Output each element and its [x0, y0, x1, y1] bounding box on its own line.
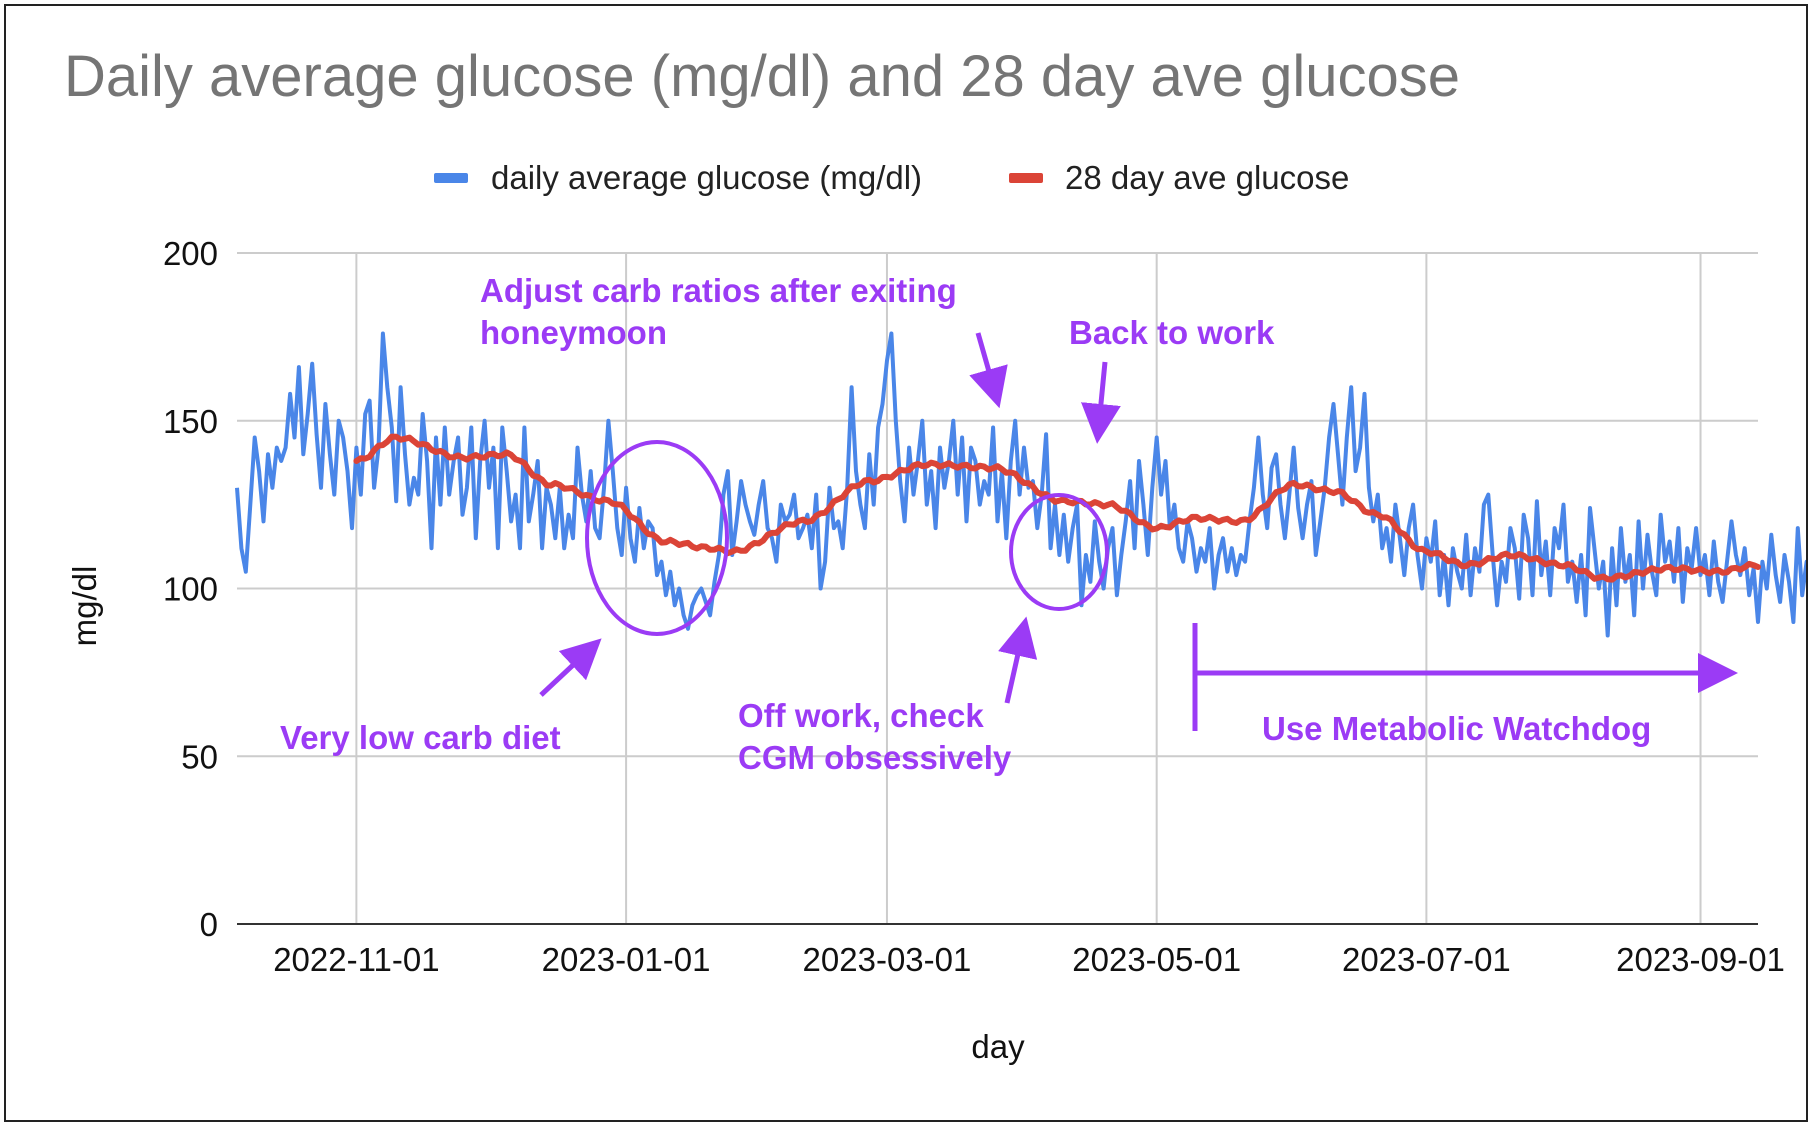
legend-label-daily: daily average glucose (mg/dl) [491, 159, 922, 196]
y-tick-0: 0 [200, 906, 218, 943]
annotation-off-work: Off work, check [738, 697, 984, 734]
y-axis-label: mg/dl [66, 566, 103, 647]
annotation-back-to-work: Back to work [1069, 314, 1275, 351]
x-tick-2023-05-01: 2023-05-01 [1072, 941, 1241, 978]
y-tick-150: 150 [163, 403, 218, 440]
chart-frame: Daily average glucose (mg/dl) and 28 day… [4, 4, 1808, 1122]
y-gridlines [237, 252, 1758, 758]
daily-glucose-line [235, 331, 1806, 638]
arrow-back-to-work [1081, 361, 1121, 444]
circle-low-carb [585, 440, 729, 636]
y-tick-100: 100 [163, 571, 218, 608]
annotation-carb-ratios: Adjust carb ratios after exiting [480, 272, 957, 309]
annotation-watchdog: Use Metabolic Watchdog [1262, 710, 1651, 747]
x-tick-2023-07-01: 2023-07-01 [1342, 941, 1511, 978]
circle-off-work [1009, 493, 1109, 611]
x-tick-2023-09-01: 2023-09-01 [1616, 941, 1785, 978]
rolling-average-line [353, 433, 1761, 583]
annotations: Adjust carb ratios after exiting honeymo… [280, 272, 1738, 776]
arrow-carb-ratios [969, 332, 1008, 409]
annotation-off-work-line2: CGM obsessively [738, 739, 1012, 776]
legend-swatch-daily [434, 173, 468, 183]
y-tick-200: 200 [163, 235, 218, 272]
legend-label-rolling: 28 day ave glucose [1065, 159, 1349, 196]
arrow-off-work [998, 616, 1038, 704]
legend-swatch-rolling [1009, 173, 1043, 183]
x-tick-2022-11-01: 2022-11-01 [273, 941, 439, 978]
chart-title: Daily average glucose (mg/dl) and 28 day… [64, 44, 1460, 109]
x-tick-2023-01-01: 2023-01-01 [542, 941, 711, 978]
x-tick-2023-03-01: 2023-03-01 [803, 941, 972, 978]
annotation-carb-ratios-line2: honeymoon [480, 314, 667, 351]
arrow-low-carb [539, 638, 602, 697]
annotation-low-carb: Very low carb diet [280, 719, 561, 756]
legend: daily average glucose (mg/dl) 28 day ave… [434, 159, 1349, 196]
y-tick-50: 50 [181, 738, 218, 775]
glucose-chart: Daily average glucose (mg/dl) and 28 day… [64, 44, 1806, 1065]
x-axis-label: day [971, 1028, 1025, 1065]
